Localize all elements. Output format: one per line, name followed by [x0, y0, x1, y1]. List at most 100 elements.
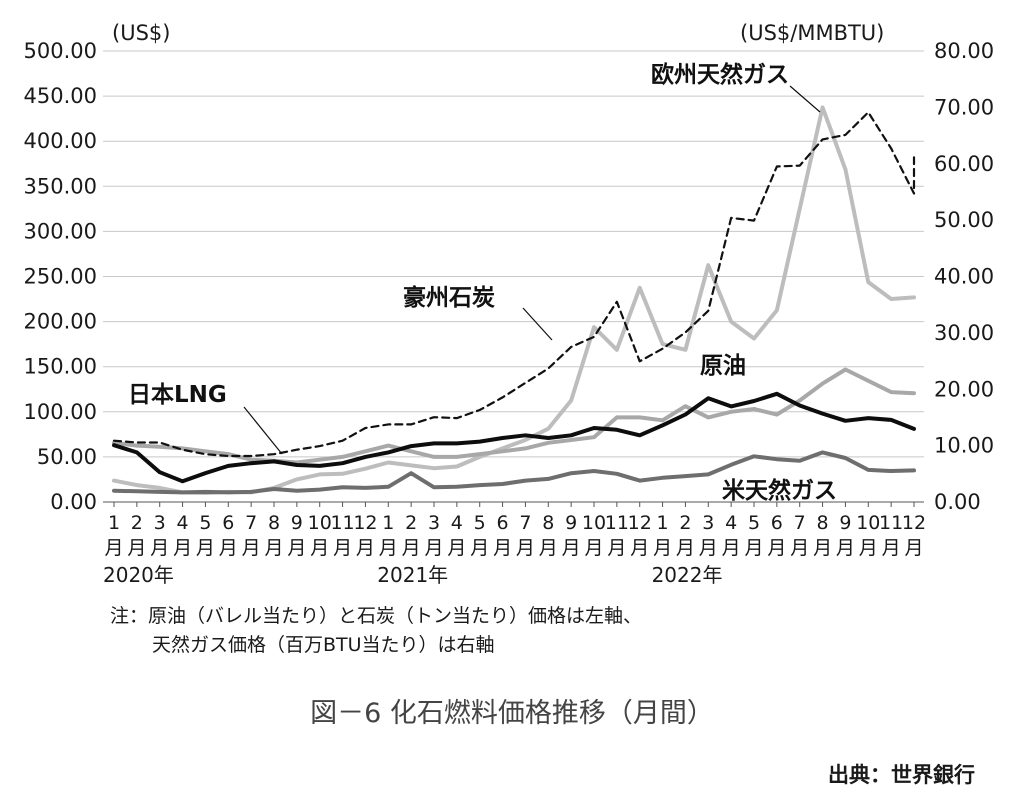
month-suffix: 月	[219, 537, 238, 559]
left-axis-unit: (US$)	[112, 21, 170, 45]
month-tick-label: 2	[405, 512, 417, 534]
year-label: 2020年	[103, 563, 174, 587]
month-suffix: 月	[539, 537, 558, 559]
month-tick-label: 2	[679, 512, 691, 534]
year-labels: 2020年 2021年 2022年	[103, 563, 722, 587]
month-suffix: 月	[379, 537, 398, 559]
month-tick-label: 8	[817, 512, 829, 534]
month-suffix: 月	[447, 537, 466, 559]
month-tick-label: 4	[451, 512, 463, 534]
right-tick-label: 50.00	[934, 208, 994, 232]
month-suffix: 月	[790, 537, 809, 559]
month-tick-label: 7	[519, 512, 531, 534]
lng-leader	[243, 406, 283, 455]
month-tick-label: 8	[268, 512, 280, 534]
month-suffix: 月	[470, 537, 489, 559]
right-axis-unit: (US$/MMBTU)	[740, 21, 884, 45]
month-suffix: 月	[630, 537, 649, 559]
label-us-gas: 米天然ガス	[722, 477, 837, 504]
label-japan-lng: 日本LNG	[128, 382, 227, 408]
source-credit: 出典：世界銀行	[828, 763, 975, 787]
left-axis: 500.00 450.00 400.00 350.00 300.00 250.00 200.…	[24, 39, 97, 514]
month-tick-label: 4	[725, 512, 737, 534]
right-tick-label: 20.00	[934, 377, 994, 401]
month-suffix: 月	[287, 537, 306, 559]
left-tick-label: 150.00	[24, 355, 97, 379]
month-suffix: 月	[882, 537, 901, 559]
month-tick-label: 1	[657, 512, 669, 534]
series-line-1	[112, 111, 916, 458]
month-suffix: 月	[104, 537, 123, 559]
month-tick-label: 11	[879, 512, 903, 534]
month-suffix: 月	[676, 537, 695, 559]
left-tick-label: 500.00	[24, 39, 97, 63]
month-suffix: 月	[424, 537, 443, 559]
month-tick-label: 5	[199, 512, 211, 534]
left-tick-label: 50.00	[37, 445, 97, 469]
month-tick-label: 12	[902, 512, 926, 534]
year-label: 2022年	[652, 563, 723, 587]
month-tick-label: 6	[497, 512, 509, 534]
month-tick-label: 6	[222, 512, 234, 534]
left-tick-label: 0.00	[50, 490, 97, 514]
month-suffix: 月	[722, 537, 741, 559]
left-tick-label: 350.00	[24, 174, 97, 198]
label-europe-gas: 欧州天然ガス	[651, 61, 789, 88]
month-tick-label: 1	[382, 512, 394, 534]
month-tick-label: 4	[177, 512, 189, 534]
month-suffix: 月	[836, 537, 855, 559]
month-suffix: 月	[402, 537, 421, 559]
note-line-1: 注：原油（バレル当たり）と石炭（トン当たり）価格は左軸、	[110, 605, 642, 627]
series-line-4	[112, 450, 916, 495]
month-suffix: 月	[904, 537, 923, 559]
label-coal: 豪州石炭	[403, 284, 495, 311]
month-suffix: 月	[607, 537, 626, 559]
right-tick-label: 70.00	[934, 95, 994, 119]
series-line-2	[112, 367, 916, 465]
month-suffix: 月	[699, 537, 718, 559]
right-axis: 80.00 70.00 60.00 50.00 40.00 30.00 20.00 10.00…	[934, 39, 994, 514]
month-suffix: 月	[264, 537, 283, 559]
month-suffix: 月	[173, 537, 192, 559]
month-suffix: 月	[859, 537, 878, 559]
month-tick-label: 3	[428, 512, 440, 534]
month-suffix: 月	[356, 537, 375, 559]
month-tick-label: 3	[154, 512, 166, 534]
month-tick-label: 8	[542, 512, 554, 534]
month-tick-label: 10	[582, 512, 606, 534]
left-tick-label: 450.00	[24, 84, 97, 108]
month-suffix: 月	[310, 537, 329, 559]
month-tick-label: 11	[605, 512, 629, 534]
right-tick-label: 30.00	[934, 321, 994, 345]
month-suffix: 月	[493, 537, 512, 559]
left-tick-label: 200.00	[24, 310, 97, 334]
month-suffix: 月	[516, 537, 535, 559]
month-tick-label: 12	[353, 512, 377, 534]
note-line-2: 天然ガス価格（百万BTU当たり）は右軸	[152, 634, 495, 656]
figure-title: 図－6 化石燃料価格推移（月間）	[310, 698, 714, 729]
month-tick-label: 9	[291, 512, 303, 534]
series-line-3	[112, 391, 916, 484]
series-lines	[112, 105, 916, 495]
month-suffix: 月	[584, 537, 603, 559]
month-suffix: 月	[767, 537, 786, 559]
month-tick-label: 9	[565, 512, 577, 534]
month-suffix: 月	[196, 537, 215, 559]
europe-gas-leader	[789, 85, 821, 113]
month-tick-label: 6	[771, 512, 783, 534]
left-tick-label: 300.00	[24, 219, 97, 243]
month-tick-label: 3	[702, 512, 714, 534]
month-suffix: 月	[562, 537, 581, 559]
right-tick-label: 10.00	[934, 434, 994, 458]
month-suffix: 月	[127, 537, 146, 559]
left-tick-label: 400.00	[24, 129, 97, 153]
left-tick-label: 100.00	[24, 400, 97, 424]
month-suffix: 月	[653, 537, 672, 559]
coal-leader	[522, 307, 553, 341]
month-tick-label: 5	[748, 512, 760, 534]
right-tick-label: 80.00	[934, 39, 994, 63]
grid-lines	[103, 50, 924, 503]
left-tick-label: 250.00	[24, 265, 97, 289]
month-tick-label: 7	[245, 512, 257, 534]
